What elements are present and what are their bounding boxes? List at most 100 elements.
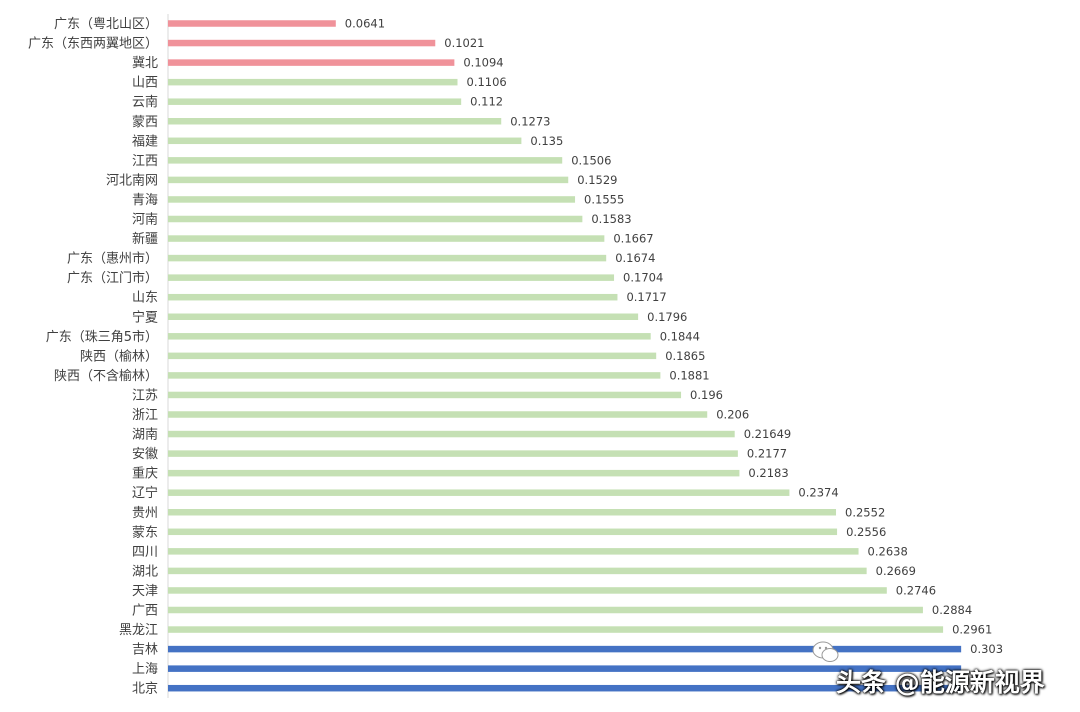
bar-34 — [168, 665, 962, 672]
category-label: 广东（粤北山区） — [54, 16, 158, 32]
value-label: 0.1796 — [647, 310, 687, 324]
bar-12 — [168, 235, 605, 242]
value-label: 0.1865 — [665, 349, 705, 363]
category-label: 陕西（不含榆林） — [54, 368, 158, 384]
bar-28 — [168, 548, 859, 555]
value-label: 0.1583 — [591, 212, 631, 226]
category-label: 宁夏 — [132, 309, 158, 325]
bar-9 — [168, 176, 569, 184]
bar-3 — [168, 59, 455, 66]
category-label: 贵州 — [132, 506, 158, 521]
category-label: 重庆 — [132, 466, 158, 482]
value-label: 0.2177 — [747, 447, 787, 461]
value-label: 0.1555 — [584, 192, 624, 206]
value-label: 0.1667 — [613, 232, 653, 246]
category-label: 辽宁 — [132, 485, 158, 501]
category-label: 陕西（榆林） — [80, 349, 158, 364]
value-label: 0.1106 — [467, 75, 507, 89]
bar-22 — [168, 430, 735, 438]
bar-8 — [168, 157, 563, 164]
category-label: 黑龙江 — [119, 623, 158, 638]
bar-19 — [168, 372, 661, 379]
value-label: 0.1844 — [660, 329, 700, 343]
category-label: 山西 — [132, 76, 158, 91]
category-label: 广东（东西两翼地区） — [28, 37, 158, 52]
value-label: 0.2638 — [868, 544, 908, 558]
value-label: 0.2374 — [798, 486, 838, 500]
value-label: 0.1529 — [577, 173, 617, 187]
category-label: 江苏 — [132, 387, 158, 403]
value-label: 0.1881 — [669, 368, 709, 382]
value-label: 0.2669 — [876, 564, 916, 578]
value-label: 0.1273 — [510, 114, 550, 128]
category-label: 冀北 — [132, 55, 158, 71]
bar-31 — [168, 606, 923, 614]
category-label: 蒙东 — [132, 525, 158, 540]
bar-11 — [168, 215, 583, 223]
wechat-icon — [812, 641, 839, 662]
category-label: 广东（惠州市） — [67, 251, 158, 267]
bar-29 — [168, 567, 867, 575]
bar-23 — [168, 450, 738, 457]
value-label: 0.2183 — [748, 466, 788, 480]
bar-27 — [168, 528, 838, 536]
value-label: 0.2884 — [932, 603, 972, 617]
value-label: 0.1506 — [571, 153, 611, 167]
category-label: 江西 — [132, 154, 158, 169]
category-label: 广东（江门市） — [67, 270, 158, 286]
value-label: 0.206 — [716, 408, 749, 422]
bar-5 — [168, 98, 462, 105]
category-label: 吉林 — [132, 643, 158, 658]
value-label: 0.1717 — [626, 290, 666, 304]
category-label: 浙江 — [132, 408, 158, 423]
value-label: 0.2556 — [846, 525, 886, 539]
bars — [168, 20, 962, 692]
category-label: 福建 — [132, 134, 158, 149]
category-label: 河南 — [132, 212, 158, 228]
value-label: 0.1704 — [623, 271, 663, 285]
bar-35 — [168, 684, 962, 692]
bar-15 — [168, 293, 618, 301]
bar-10 — [168, 196, 576, 203]
bar-24 — [168, 469, 740, 477]
category-label: 上海 — [132, 662, 158, 677]
category-label: 河北南网 — [106, 172, 158, 188]
bar-7 — [168, 137, 522, 145]
category-label: 广西 — [132, 604, 158, 619]
bar-17 — [168, 333, 651, 340]
category-label: 四川 — [132, 545, 158, 560]
value-label: 0.2961 — [952, 623, 992, 637]
value-label: 0.1021 — [444, 36, 484, 50]
value-label: 0.112 — [470, 95, 503, 109]
value-label: 0.1094 — [463, 56, 503, 70]
value-label: 0.21649 — [744, 427, 792, 441]
value-label: 0.0641 — [345, 17, 385, 31]
value-label: 0.1674 — [615, 251, 655, 265]
category-label: 天津 — [132, 584, 158, 599]
category-label: 蒙西 — [132, 115, 158, 130]
bar-33 — [168, 645, 962, 653]
bar-32 — [168, 626, 944, 633]
bar-16 — [168, 313, 639, 320]
value-label: 0.135 — [530, 134, 563, 148]
value-label: 0.2552 — [845, 505, 885, 519]
category-label: 广东（珠三角5市） — [46, 329, 158, 345]
category-label: 湖北 — [132, 564, 158, 579]
bar-13 — [168, 254, 607, 262]
category-label: 湖南 — [132, 427, 158, 443]
bar-18 — [168, 352, 657, 360]
bar-6 — [168, 118, 502, 125]
value-labels: 0.0641 0.1021 0.1094 0.1106 0.112 0.1273 0.135… — [345, 17, 1003, 657]
bar-25 — [168, 489, 790, 496]
category-label: 新疆 — [132, 231, 158, 247]
bar-14 — [168, 274, 615, 281]
bar-2 — [168, 39, 436, 47]
bar-4 — [168, 78, 458, 86]
category-label: 青海 — [132, 193, 158, 208]
bar-1 — [168, 20, 336, 27]
value-label: 0.303 — [970, 642, 1003, 656]
bar-30 — [168, 587, 887, 594]
value-label: 0.196 — [690, 388, 723, 402]
